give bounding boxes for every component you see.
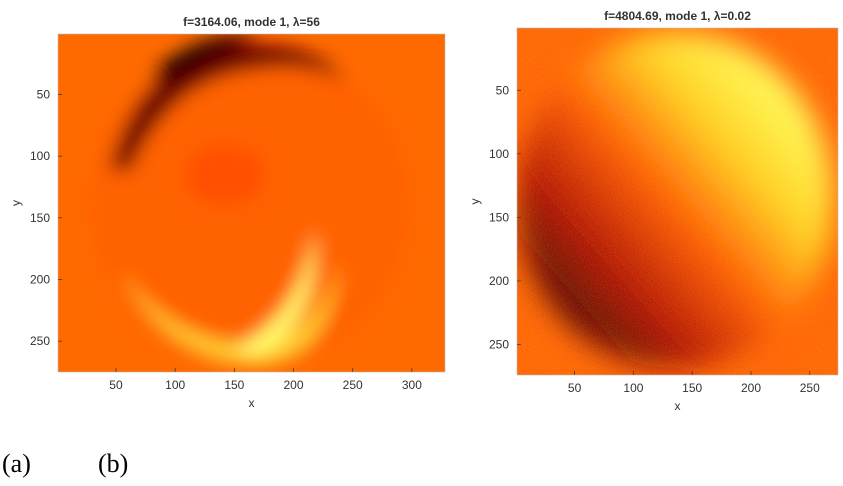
y-tick-label: 200	[30, 272, 50, 286]
caption: (b)	[98, 449, 128, 478]
x-tick-label: 50	[109, 378, 123, 392]
x-tick-label: 100	[165, 378, 185, 392]
y-tick-label: 50	[37, 87, 51, 101]
x-tick-label: 200	[741, 381, 761, 395]
caption: (a)	[2, 449, 31, 478]
plot-frame	[57, 33, 446, 373]
y-tick-label: 150	[30, 211, 50, 225]
x-tick-label: 250	[343, 378, 363, 392]
x-tick-label: 50	[568, 381, 582, 395]
y-tick-label: 100	[30, 149, 50, 163]
y-axis-label: y	[9, 200, 23, 206]
x-tick-label: 100	[623, 381, 643, 395]
chart-title: f=3164.06, mode 1, λ=56	[183, 15, 320, 29]
y-tick-label: 100	[489, 147, 509, 161]
x-tick-label: 150	[224, 378, 244, 392]
x-tick-label: 300	[402, 378, 422, 392]
x-tick-label: 250	[800, 381, 820, 395]
y-tick-label: 200	[489, 274, 509, 288]
heatmap-image	[58, 34, 445, 372]
heatmap-image	[517, 28, 838, 375]
chart-title: f=4804.69, mode 1, λ=0.02	[604, 9, 751, 23]
x-tick-label: 150	[682, 381, 702, 395]
plot-frame	[516, 27, 839, 376]
y-tick-label: 150	[489, 210, 509, 224]
y-tick-label: 250	[30, 334, 50, 348]
x-tick-label: 200	[283, 378, 303, 392]
x-axis-label: x	[675, 399, 681, 413]
y-tick-label: 250	[489, 337, 509, 351]
y-axis-label: y	[468, 199, 482, 205]
x-axis-label: x	[249, 396, 255, 410]
y-tick-label: 50	[496, 83, 510, 97]
